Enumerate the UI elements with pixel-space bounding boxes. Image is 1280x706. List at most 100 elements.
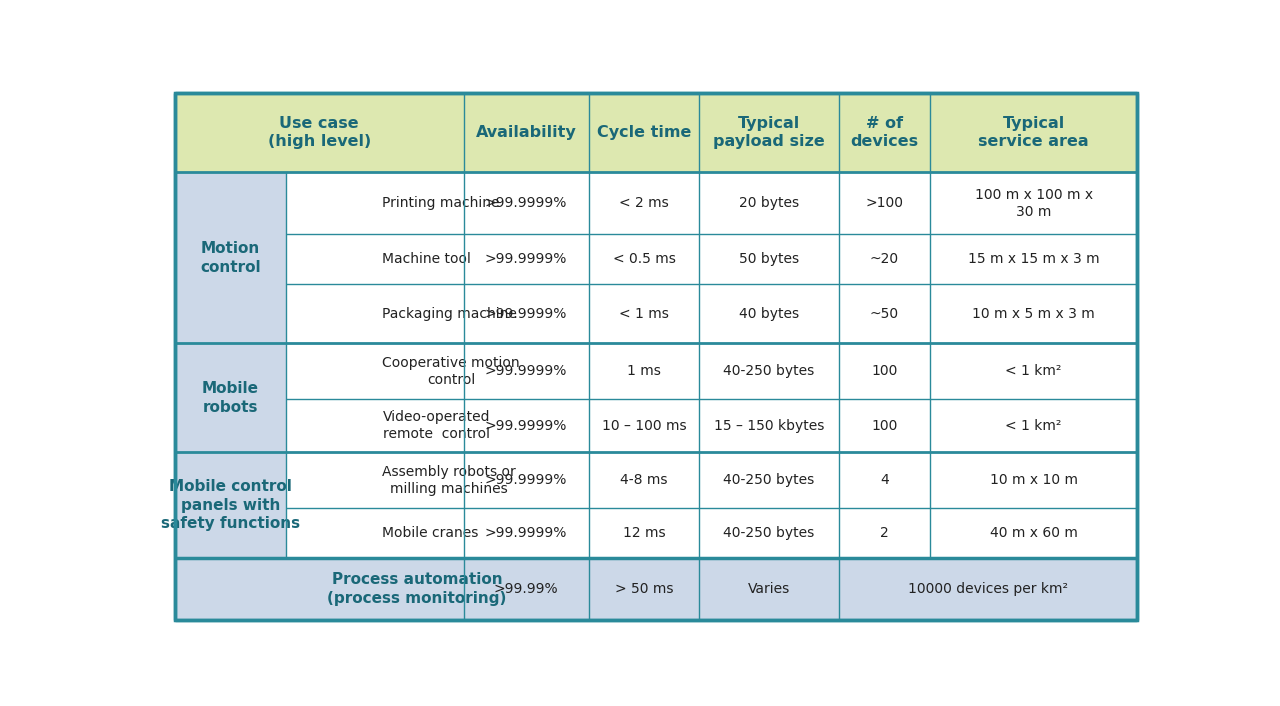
Text: Video-operated
remote  control: Video-operated remote control (383, 410, 490, 441)
Bar (838, 343, 931, 400)
Text: Cooperative motion
control: Cooperative motion control (383, 356, 520, 387)
Bar (699, 343, 838, 400)
Bar (285, 400, 463, 453)
Text: 4-8 ms: 4-8 ms (621, 473, 668, 487)
Text: # of
devices: # of devices (850, 116, 919, 150)
Bar (699, 400, 838, 453)
Bar (463, 400, 589, 453)
Bar (589, 508, 699, 558)
Text: 40-250 bytes: 40-250 bytes (723, 526, 814, 540)
Text: 10 m x 5 m x 3 m: 10 m x 5 m x 3 m (973, 307, 1096, 321)
Text: >99.9999%: >99.9999% (485, 196, 567, 210)
Bar (285, 343, 463, 400)
Text: >99.9999%: >99.9999% (485, 307, 567, 321)
Text: < 0.5 ms: < 0.5 ms (613, 252, 676, 266)
Bar (589, 343, 699, 400)
Text: Assembly robots or
milling machines: Assembly robots or milling machines (383, 465, 516, 496)
Text: 40-250 bytes: 40-250 bytes (723, 473, 814, 487)
Text: 40-250 bytes: 40-250 bytes (723, 364, 814, 378)
Text: Packaging machine: Packaging machine (383, 307, 517, 321)
Bar (838, 453, 931, 508)
Text: < 1 km²: < 1 km² (1006, 364, 1062, 378)
Bar (838, 172, 931, 234)
Text: 10 – 100 ms: 10 – 100 ms (602, 419, 686, 433)
Bar (285, 285, 463, 343)
Bar (838, 558, 1137, 620)
Text: Use case
(high level): Use case (high level) (268, 116, 371, 150)
Bar (931, 508, 1137, 558)
Text: 40 bytes: 40 bytes (739, 307, 799, 321)
Text: 100: 100 (872, 364, 897, 378)
Bar (699, 453, 838, 508)
Bar (838, 93, 931, 172)
Text: 40 m x 60 m: 40 m x 60 m (989, 526, 1078, 540)
Bar (463, 285, 589, 343)
Bar (699, 172, 838, 234)
Text: >99.9999%: >99.9999% (485, 364, 567, 378)
Bar (838, 285, 931, 343)
Bar (463, 508, 589, 558)
Bar (699, 93, 838, 172)
Text: Motion
control: Motion control (200, 241, 261, 275)
Text: 10000 devices per km²: 10000 devices per km² (908, 582, 1068, 597)
Bar (463, 453, 589, 508)
Text: Varies: Varies (748, 582, 790, 597)
Bar (589, 400, 699, 453)
Bar (589, 234, 699, 285)
Text: 15 – 150 kbytes: 15 – 150 kbytes (714, 419, 824, 433)
Text: 1 ms: 1 ms (627, 364, 660, 378)
Bar (285, 453, 463, 508)
Text: Machine tool: Machine tool (383, 252, 471, 266)
Text: Mobile cranes: Mobile cranes (383, 526, 479, 540)
Text: 15 m x 15 m x 3 m: 15 m x 15 m x 3 m (968, 252, 1100, 266)
Bar (463, 343, 589, 400)
Text: < 2 ms: < 2 ms (620, 196, 669, 210)
Text: >99.9999%: >99.9999% (485, 419, 567, 433)
Text: 12 ms: 12 ms (622, 526, 666, 540)
Bar (838, 508, 931, 558)
Bar (285, 234, 463, 285)
Text: 4: 4 (881, 473, 888, 487)
Text: 100: 100 (872, 419, 897, 433)
Text: 50 bytes: 50 bytes (739, 252, 799, 266)
Bar (285, 172, 463, 234)
Bar (175, 172, 285, 343)
Bar (931, 172, 1137, 234)
Text: Process automation
(process monitoring): Process automation (process monitoring) (328, 573, 507, 606)
Bar (931, 343, 1137, 400)
Text: ~50: ~50 (870, 307, 899, 321)
Text: Typical
service area: Typical service area (978, 116, 1089, 150)
Text: 2: 2 (881, 526, 888, 540)
Text: >99.9999%: >99.9999% (485, 252, 567, 266)
Text: ~20: ~20 (870, 252, 899, 266)
Bar (175, 93, 463, 172)
Text: Printing machine: Printing machine (383, 196, 500, 210)
Bar (589, 558, 699, 620)
Bar (175, 558, 463, 620)
Text: Mobile control
panels with
safety functions: Mobile control panels with safety functi… (161, 479, 300, 532)
Bar (931, 400, 1137, 453)
Bar (699, 508, 838, 558)
Bar (931, 234, 1137, 285)
Text: Mobile
robots: Mobile robots (202, 381, 259, 414)
Bar (931, 453, 1137, 508)
Bar (699, 285, 838, 343)
Text: >99.9999%: >99.9999% (485, 473, 567, 487)
Bar (931, 285, 1137, 343)
Bar (285, 508, 463, 558)
Bar (838, 400, 931, 453)
Text: 20 bytes: 20 bytes (739, 196, 799, 210)
Text: Typical
payload size: Typical payload size (713, 116, 824, 150)
Text: 100 m x 100 m x
30 m: 100 m x 100 m x 30 m (974, 188, 1093, 219)
Bar (699, 234, 838, 285)
Bar (931, 93, 1137, 172)
Text: 10 m x 10 m: 10 m x 10 m (989, 473, 1078, 487)
Text: >100: >100 (865, 196, 904, 210)
Bar (463, 93, 589, 172)
Bar (589, 93, 699, 172)
Text: >99.9999%: >99.9999% (485, 526, 567, 540)
Bar (463, 172, 589, 234)
Bar (175, 453, 285, 558)
Bar (463, 234, 589, 285)
Bar (699, 558, 838, 620)
